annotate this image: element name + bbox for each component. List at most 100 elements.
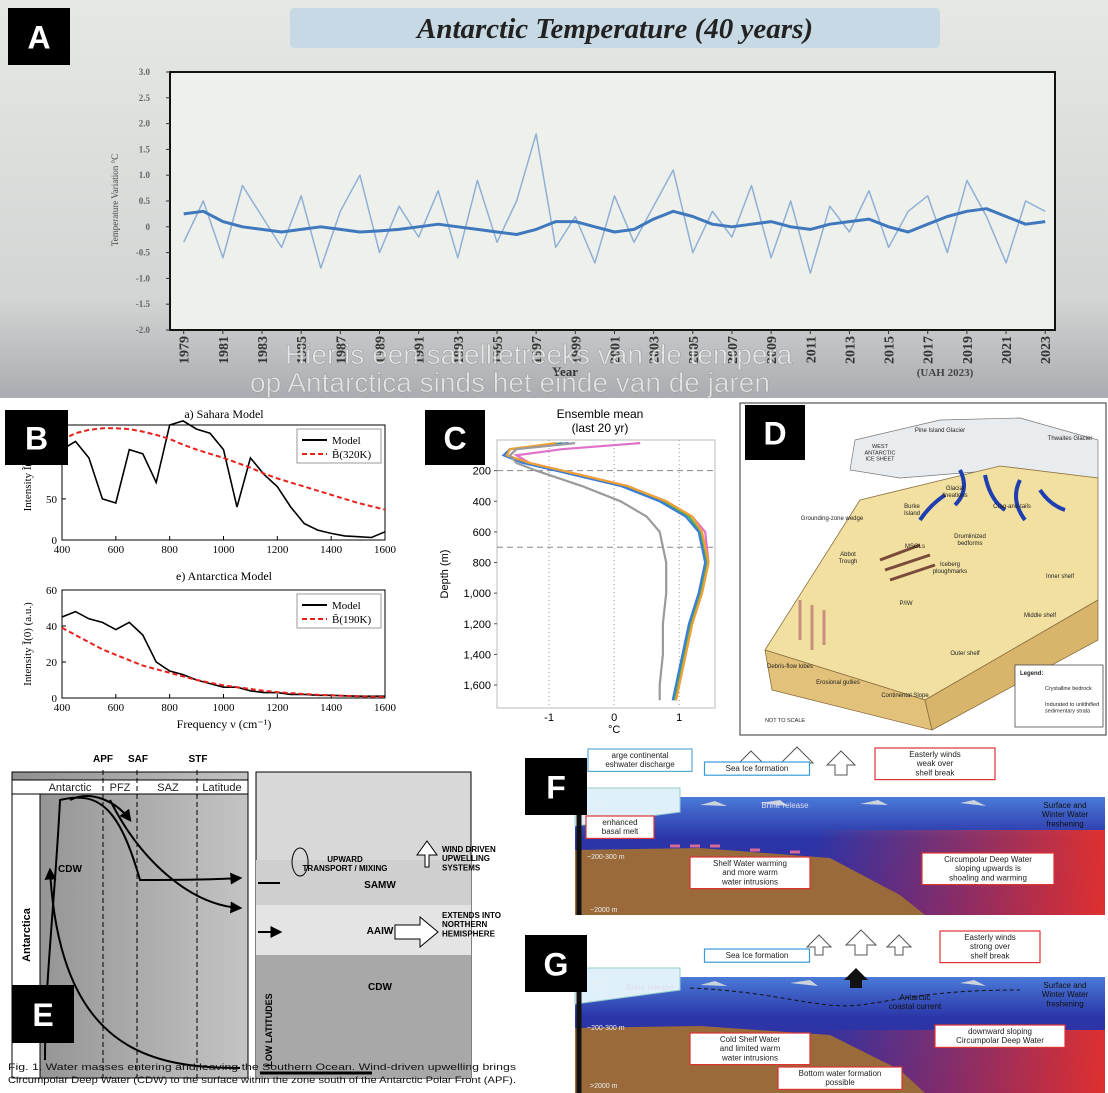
- legend-box: [296, 593, 382, 629]
- x-tick-label: 1995: [491, 336, 506, 364]
- series-line: [508, 442, 668, 701]
- diagram-label: freshening: [1046, 999, 1083, 1008]
- diagram-label: Winter Water: [1042, 990, 1089, 999]
- diagram-label: Cold Shelf Water: [720, 1035, 781, 1044]
- diagram-label: Outer shelf: [950, 651, 980, 657]
- diagram-label: Drumlinized: [954, 534, 986, 540]
- y-tick-label: 400: [473, 496, 491, 508]
- panel-e: [0, 740, 522, 1093]
- bedforms: [879, 543, 936, 582]
- x-tick-label: 1985: [295, 336, 310, 364]
- label-box: [689, 856, 811, 890]
- label-box: [585, 815, 655, 839]
- legend-box: [1014, 664, 1104, 728]
- diagram-label: Crag-and-tails: [993, 504, 1031, 510]
- panel-d: [739, 402, 1107, 736]
- diagram-label: Thwaites Glacier: [1048, 436, 1093, 442]
- diagram-label: HEMISPHERE: [442, 929, 496, 938]
- panel-label-box: [525, 758, 587, 815]
- diagram-label: SAMW: [364, 880, 396, 891]
- mixing-loop: [291, 847, 309, 877]
- diagram-label: Abbot: [840, 552, 856, 558]
- y-tick-label: 800: [473, 558, 491, 570]
- x-tick-label: 1400: [320, 544, 343, 556]
- diagram-label: weak over: [916, 759, 954, 768]
- diagram-label: APF: [93, 754, 113, 765]
- y-tick-label: -1.0: [136, 273, 151, 283]
- diagram-label: lineations: [942, 493, 967, 499]
- x-tick-label: 1991: [413, 336, 428, 364]
- diagram-label: MSGLs: [905, 544, 925, 550]
- diagram-label: ICE SHEET: [865, 457, 895, 463]
- label-box: [587, 748, 693, 772]
- diagram-label: Crystalline bedrock: [1045, 686, 1092, 692]
- y-tick-label: 0: [52, 535, 58, 547]
- diagram-label: shelf break: [915, 768, 955, 777]
- diagram-label: Debris-flow lobes: [767, 664, 813, 670]
- label-box: [777, 1066, 903, 1090]
- diagram-label: shelf break: [970, 951, 1010, 960]
- panel-label: G: [544, 947, 569, 983]
- diagram-label: Erosional gullies: [816, 680, 860, 686]
- upwelling-arrow: [416, 840, 438, 868]
- zone-bar: [11, 779, 249, 795]
- legend-label: B̃(320K): [332, 448, 371, 461]
- export-arrows: [258, 882, 280, 932]
- diagram-label: Legend:: [1020, 671, 1043, 677]
- x-tick-label: 1997: [530, 336, 545, 364]
- x-tick-label: 2023: [1039, 336, 1054, 364]
- x-tick-label: 1400: [320, 702, 343, 714]
- x-tick-label: 2009: [765, 336, 780, 364]
- x-tick-label: 2013: [843, 336, 858, 364]
- legend-label: B̃(190K): [332, 613, 371, 626]
- diagram-label: ANTARCTIC: [864, 450, 895, 456]
- intrusion-arrows: [670, 844, 800, 854]
- diagram-label: water intrusions: [721, 1053, 778, 1062]
- diagram-label: arge continental: [612, 751, 669, 760]
- diagram-label: SYSTEMS: [442, 863, 481, 872]
- y-tick-label: -2.0: [136, 325, 151, 335]
- x-axis-label: Year: [552, 364, 578, 379]
- y-tick-label: 1.0: [139, 170, 151, 180]
- x-axis-label: Frequency ν (cm⁻¹): [177, 717, 272, 731]
- diagram-label: UPWARD: [327, 855, 363, 864]
- x-tick-label: 800: [161, 702, 178, 714]
- series-line: [505, 442, 710, 701]
- label-box: [934, 1024, 1066, 1048]
- diagram-label: 0 m: [592, 801, 604, 808]
- diagram-label: Winter Water: [1042, 810, 1089, 819]
- y-tick-label: 3.0: [139, 67, 151, 77]
- y-tick-label: 1,200: [463, 619, 491, 631]
- panel-label: D: [763, 416, 786, 452]
- x-tick-label: 1987: [334, 336, 349, 364]
- y-tick-label: 50: [46, 494, 58, 506]
- diagram-label: PFZ: [110, 782, 131, 794]
- diagram-label: EXTENDS INTO: [442, 911, 501, 920]
- diagram-label: Burke: [904, 504, 920, 510]
- diagram-label: STF: [189, 754, 208, 765]
- y-tick-label: -0.5: [136, 248, 151, 258]
- diagram-label: Antarctica: [21, 907, 33, 962]
- panel-label-box: [12, 985, 74, 1043]
- diagram-label: LOW LATITUDES: [264, 993, 274, 1066]
- chart-title: a) Sahara Model: [184, 407, 264, 421]
- diagram-label: >2000 m: [590, 1083, 618, 1090]
- diagram-label: Brine release: [626, 983, 674, 992]
- diagram-label: Glacial: [946, 486, 964, 492]
- x-tick-label: 1600: [374, 702, 397, 714]
- diagram-label: coastal current: [889, 1002, 942, 1011]
- diagram-label: CDW: [368, 982, 392, 993]
- y-tick-label: 0: [146, 222, 151, 232]
- y-tick-label: 1,600: [463, 680, 491, 692]
- y-tick-label: -1.5: [136, 299, 151, 309]
- subtitle-overlay: op Antarctica sinds het einde van de jar…: [250, 367, 770, 398]
- cdw-arrow: [44, 796, 243, 1061]
- upward-arrow: [844, 968, 868, 988]
- label-box: [939, 930, 1041, 964]
- cdw-band: [256, 955, 471, 1078]
- x-tick-label: 2017: [922, 336, 937, 364]
- diagram-label: water intrusions: [721, 877, 778, 886]
- chart-title: e) Antarctica Model: [176, 569, 273, 583]
- chart-subtitle: (last 20 yr): [572, 421, 629, 435]
- side-face: [924, 599, 1099, 731]
